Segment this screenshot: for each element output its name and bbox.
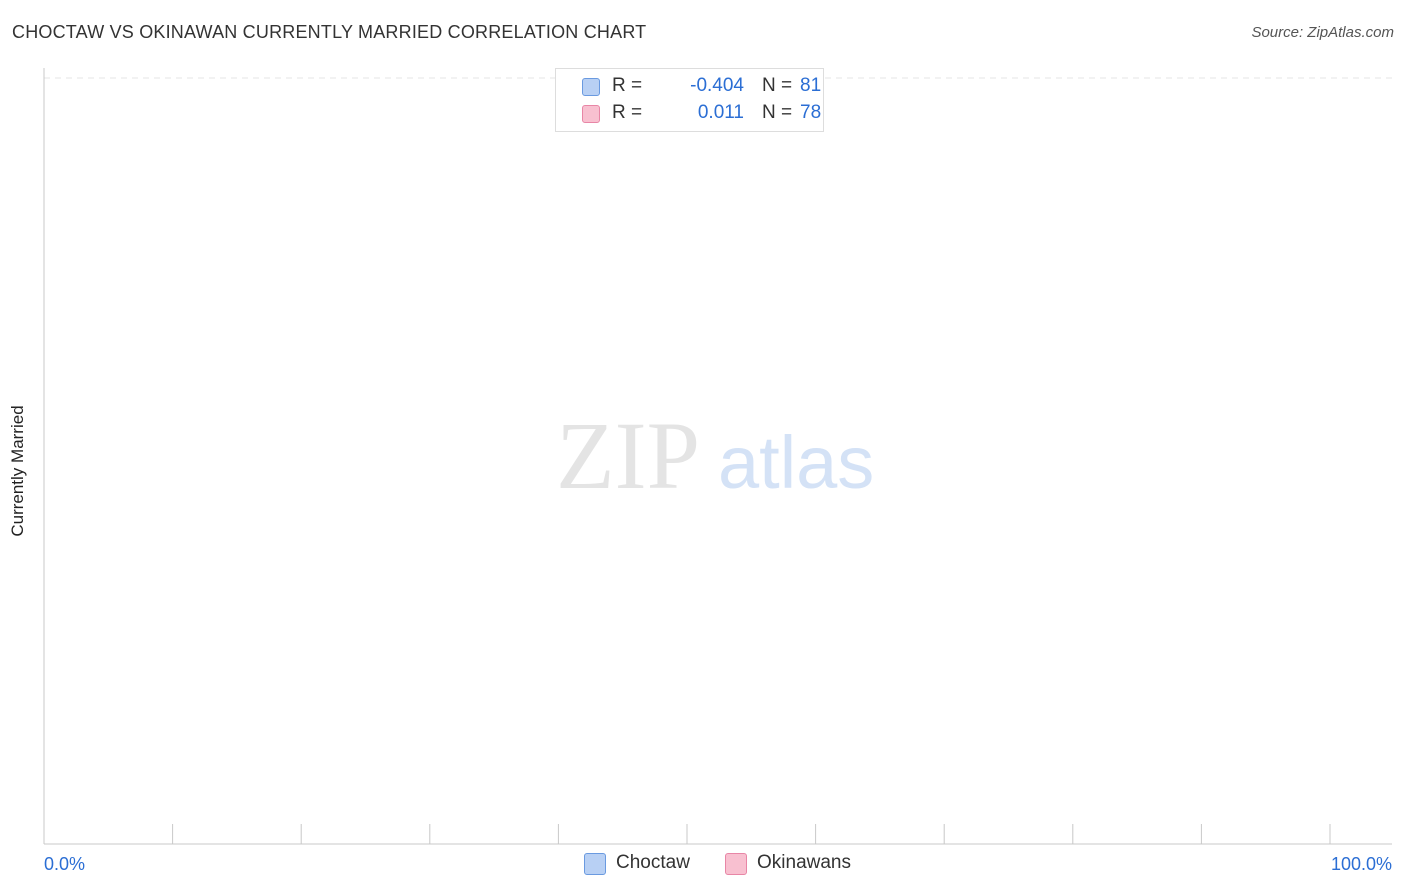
watermark: ZIP atlas: [556, 402, 874, 509]
choctaw-n-value: 81: [800, 75, 822, 96]
tick-labels: 27.5%45.0%62.5%80.0%0.0%100.0%: [44, 854, 1392, 874]
r-label: R =: [612, 102, 643, 123]
choctaw-legend-swatch: [584, 853, 606, 875]
source-label: Source: ZipAtlas.com: [1251, 24, 1394, 41]
choctaw-legend-label: Choctaw: [616, 852, 690, 873]
n-label: N =: [762, 102, 793, 123]
x-tick-label-min: 0.0%: [44, 854, 85, 874]
watermark-atlas: atlas: [718, 421, 874, 504]
chart-title: CHOCTAW VS OKINAWAN CURRENTLY MARRIED CO…: [12, 22, 647, 42]
n-label: N =: [762, 75, 793, 96]
okinawans-swatch: [582, 105, 600, 123]
stats-box: R = -0.404 N = 81 R = 0.011 N = 78: [555, 68, 824, 132]
watermark-zip: ZIP: [556, 402, 700, 509]
axes: [43, 68, 1392, 845]
okinawans-r-value: 0.011: [697, 102, 744, 123]
choctaw-swatch: [582, 78, 600, 96]
x-tick-label-max: 100.0%: [1331, 854, 1392, 874]
okinawans-n-value: 78: [800, 102, 822, 123]
choctaw-r-value: -0.404: [690, 75, 744, 96]
r-label: R =: [612, 75, 643, 96]
okinawans-legend-label: Okinawans: [757, 852, 851, 873]
okinawans-legend-swatch: [725, 853, 747, 875]
gridlines: [44, 77, 1392, 79]
